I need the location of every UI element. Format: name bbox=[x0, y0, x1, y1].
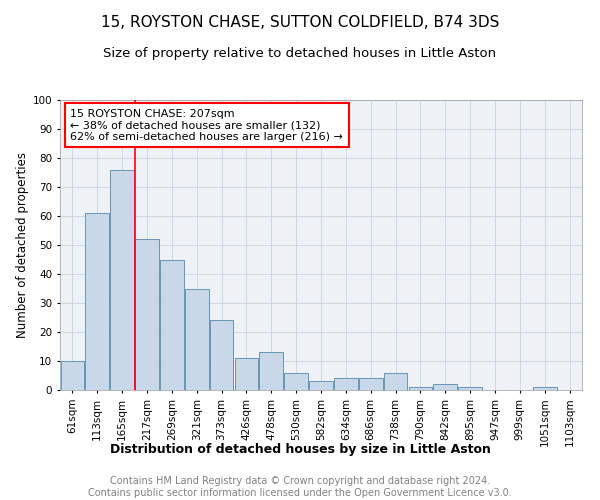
Text: Size of property relative to detached houses in Little Aston: Size of property relative to detached ho… bbox=[103, 48, 497, 60]
Bar bbox=[210, 320, 233, 390]
Bar bbox=[433, 384, 457, 390]
Bar bbox=[135, 239, 159, 390]
Bar bbox=[235, 358, 258, 390]
Bar bbox=[61, 361, 84, 390]
Bar bbox=[309, 382, 333, 390]
Bar bbox=[284, 372, 308, 390]
Bar bbox=[85, 213, 109, 390]
Bar bbox=[110, 170, 134, 390]
Bar bbox=[384, 372, 407, 390]
Text: Contains HM Land Registry data © Crown copyright and database right 2024.
Contai: Contains HM Land Registry data © Crown c… bbox=[88, 476, 512, 498]
Bar bbox=[359, 378, 383, 390]
Bar bbox=[185, 288, 209, 390]
Bar bbox=[259, 352, 283, 390]
Bar bbox=[334, 378, 358, 390]
Y-axis label: Number of detached properties: Number of detached properties bbox=[16, 152, 29, 338]
Text: Distribution of detached houses by size in Little Aston: Distribution of detached houses by size … bbox=[110, 442, 490, 456]
Text: 15 ROYSTON CHASE: 207sqm
← 38% of detached houses are smaller (132)
62% of semi-: 15 ROYSTON CHASE: 207sqm ← 38% of detach… bbox=[70, 108, 343, 142]
Bar bbox=[160, 260, 184, 390]
Bar bbox=[533, 387, 557, 390]
Bar bbox=[409, 387, 432, 390]
Bar bbox=[458, 387, 482, 390]
Text: 15, ROYSTON CHASE, SUTTON COLDFIELD, B74 3DS: 15, ROYSTON CHASE, SUTTON COLDFIELD, B74… bbox=[101, 15, 499, 30]
